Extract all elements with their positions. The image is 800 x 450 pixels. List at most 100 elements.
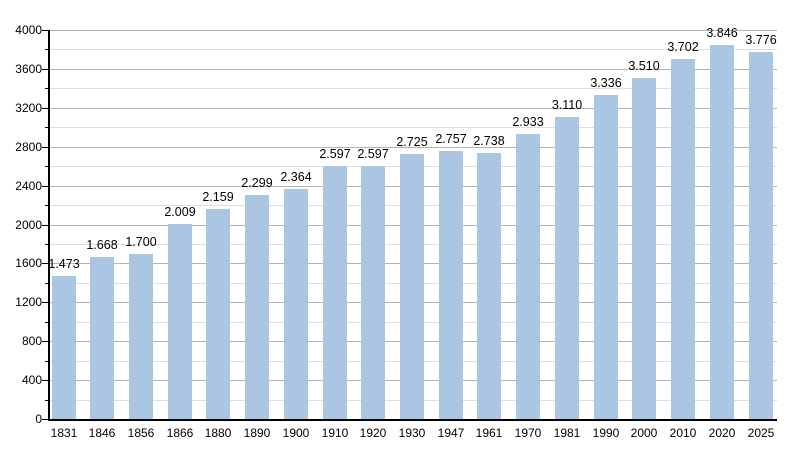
x-axis-tick-label: 1970: [514, 426, 542, 440]
x-axis-tick-label: 2010: [669, 426, 697, 440]
y-minor-tick: [45, 88, 50, 89]
y-axis-tick-label: 2400: [15, 179, 42, 193]
bar: [671, 59, 695, 420]
bar: [594, 95, 618, 420]
x-axis-tick-label: 1947: [437, 426, 465, 440]
bar-value-label: 2.364: [280, 170, 312, 184]
x-axis-tick-label: 1920: [359, 426, 387, 440]
bar: [749, 52, 773, 420]
y-major-tick: [42, 302, 50, 303]
y-minor-tick: [45, 361, 50, 362]
bar-value-label: 1.473: [48, 257, 80, 271]
bar: [284, 189, 308, 420]
y-major-tick: [42, 186, 50, 187]
x-axis-tick-label: 1890: [243, 426, 271, 440]
y-minor-tick: [45, 205, 50, 206]
x-axis-tick-label: 1900: [282, 426, 310, 440]
x-axis-tick-label: 2000: [630, 426, 658, 440]
y-minor-tick: [45, 400, 50, 401]
x-axis-tick-label: 2020: [708, 426, 736, 440]
y-minor-tick: [45, 283, 50, 284]
bar: [555, 117, 579, 420]
bar-value-label: 2.009: [164, 205, 196, 219]
y-axis-tick-label: 1200: [15, 295, 42, 309]
bar-value-label: 2.597: [357, 147, 389, 161]
bar-value-label: 1.668: [86, 238, 118, 252]
bar: [400, 154, 424, 420]
y-major-tick: [42, 225, 50, 226]
bar: [516, 134, 540, 420]
bar: [439, 151, 463, 420]
x-axis-tick-label: 1961: [475, 426, 503, 440]
bar: [361, 166, 385, 420]
x-axis-tick-label: 1856: [127, 426, 155, 440]
y-minor-tick: [45, 322, 50, 323]
bar: [477, 153, 501, 420]
y-axis-tick-label: 2000: [15, 218, 42, 232]
y-axis-tick-label: 3200: [15, 101, 42, 115]
y-minor-tick: [45, 127, 50, 128]
bar-value-label: 2.299: [241, 176, 273, 190]
major-gridline: [50, 30, 777, 31]
bar-value-label: 2.159: [202, 190, 234, 204]
bar-value-label: 3.702: [667, 40, 699, 54]
bar-value-label: 3.510: [628, 59, 660, 73]
bar: [323, 166, 347, 420]
bar: [710, 45, 734, 420]
y-axis-tick-label: 0: [35, 412, 42, 426]
y-major-tick: [42, 263, 50, 264]
bar-value-label: 3.846: [706, 26, 738, 40]
bar-value-label: 2.738: [473, 134, 505, 148]
y-major-tick: [42, 380, 50, 381]
y-axis-tick-label: 3600: [15, 62, 42, 76]
bar: [129, 254, 153, 420]
y-minor-tick: [45, 166, 50, 167]
bar: [52, 276, 76, 420]
x-axis-tick-label: 2025: [747, 426, 775, 440]
x-axis-tick-label: 1910: [321, 426, 349, 440]
bar: [206, 209, 230, 420]
y-major-tick: [42, 69, 50, 70]
y-axis-tick-label: 4000: [15, 23, 42, 37]
x-axis-tick-label: 1866: [166, 426, 194, 440]
bar: [168, 224, 192, 420]
y-major-tick: [42, 341, 50, 342]
bar: [632, 78, 656, 420]
bar-value-label: 3.336: [590, 76, 622, 90]
y-axis-tick-label: 400: [21, 373, 42, 387]
bar-value-label: 2.933: [512, 115, 544, 129]
y-axis-line: [48, 30, 50, 421]
minor-gridline: [50, 88, 777, 89]
minor-gridline: [50, 49, 777, 50]
major-gridline: [50, 69, 777, 70]
y-major-tick: [42, 419, 50, 420]
y-axis-tick-label: 1600: [15, 256, 42, 270]
bar-value-label: 3.110: [551, 98, 583, 112]
x-axis-line: [48, 419, 777, 421]
bar: [90, 257, 114, 420]
y-major-tick: [42, 30, 50, 31]
bar-value-label: 2.757: [435, 132, 467, 146]
y-major-tick: [42, 108, 50, 109]
major-gridline: [50, 147, 777, 148]
major-gridline: [50, 108, 777, 109]
y-major-tick: [42, 147, 50, 148]
y-axis-tick-label: 2800: [15, 140, 42, 154]
y-minor-tick: [45, 244, 50, 245]
bar-value-label: 2.725: [396, 135, 428, 149]
x-axis-tick-label: 1831: [50, 426, 78, 440]
minor-gridline: [50, 127, 777, 128]
bar-value-label: 1.700: [125, 235, 157, 249]
x-axis-tick-label: 1880: [204, 426, 232, 440]
x-axis-tick-label: 1990: [592, 426, 620, 440]
y-axis-tick-label: 800: [21, 334, 42, 348]
x-axis-tick-label: 1981: [553, 426, 581, 440]
x-axis-tick-label: 1846: [88, 426, 116, 440]
bar-value-label: 3.776: [745, 33, 777, 47]
x-axis-tick-label: 1930: [398, 426, 426, 440]
y-minor-tick: [45, 49, 50, 50]
bar: [245, 195, 269, 420]
bar-value-label: 2.597: [319, 147, 351, 161]
